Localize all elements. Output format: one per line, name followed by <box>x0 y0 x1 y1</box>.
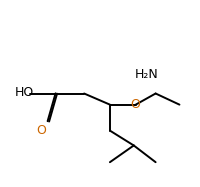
Text: HO: HO <box>15 86 34 99</box>
Text: H₂N: H₂N <box>135 68 159 82</box>
Text: O: O <box>36 124 46 137</box>
Text: O: O <box>130 98 140 111</box>
